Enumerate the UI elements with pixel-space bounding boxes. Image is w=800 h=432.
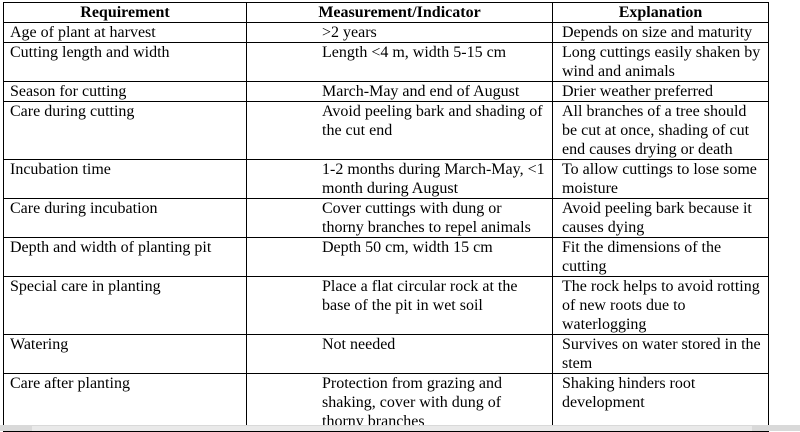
table-row: Care after planting Protection from grazi…: [3, 373, 769, 432]
header-explanation: Explanation: [552, 2, 769, 23]
cell-measurement: March-May and end of August: [246, 81, 553, 102]
table-row: Care during incubation Cover cuttings wit…: [3, 198, 769, 238]
cell-explanation: Survives on water stored in the stem: [552, 334, 769, 374]
cell-requirement: Special care in planting: [3, 276, 247, 335]
cell-requirement: Depth and width of planting pit: [3, 237, 247, 277]
cell-requirement: Watering: [3, 334, 247, 374]
cell-explanation: Fit the dimensions of the cutting: [552, 237, 769, 277]
table-row: Age of plant at harvest >2 years Depends o…: [3, 22, 769, 43]
header-requirement: Requirement: [3, 2, 247, 23]
cell-explanation: Avoid peeling bark because it causes dyi…: [552, 198, 769, 238]
table-row: Cutting length and width Length <4 m, wid…: [3, 42, 769, 82]
requirements-table: Requirement Measurement/Indicator Explan…: [3, 2, 769, 432]
header-measurement: Measurement/Indicator: [246, 2, 553, 23]
cell-measurement: Not needed: [246, 334, 553, 374]
cell-requirement: Season for cutting: [3, 81, 247, 102]
cell-requirement: Age of plant at harvest: [3, 22, 247, 43]
cell-explanation: Long cuttings easily shaken by wind and …: [552, 42, 769, 82]
cell-explanation: The rock helps to avoid rotting of new r…: [552, 276, 769, 335]
table-row: Care during cutting Avoid peeling bark an…: [3, 101, 769, 160]
cell-measurement: Protection from grazing and shaking, cov…: [246, 373, 553, 432]
cell-requirement: Incubation time: [3, 159, 247, 199]
cell-requirement: Care during cutting: [3, 101, 247, 160]
cell-requirement: Cutting length and width: [3, 42, 247, 82]
cell-measurement: Avoid peeling bark and shading of the cu…: [246, 101, 553, 160]
cell-explanation: To allow cuttings to lose some moisture: [552, 159, 769, 199]
table-row: Depth and width of planting pit Depth 50 …: [3, 237, 769, 277]
cell-requirement: Care during incubation: [3, 198, 247, 238]
cell-measurement: Depth 50 cm, width 15 cm: [246, 237, 553, 277]
cell-explanation: Depends on size and maturity: [552, 22, 769, 43]
cell-requirement: Care after planting: [3, 373, 247, 432]
header-row: Requirement Measurement/Indicator Explan…: [3, 2, 769, 23]
cell-measurement: >2 years: [246, 22, 553, 43]
horizontal-scrollbar-thumb[interactable]: [32, 426, 752, 431]
table-row: Special care in planting Place a flat cir…: [3, 276, 769, 335]
table-row: Incubation time 1-2 months during March-M…: [3, 159, 769, 199]
table-row: Season for cutting March-May and end of A…: [3, 81, 769, 102]
cell-explanation: All branches of a tree should be cut at …: [552, 101, 769, 160]
cell-measurement: Place a flat circular rock at the base o…: [246, 276, 553, 335]
cell-measurement: Cover cuttings with dung or thorny branc…: [246, 198, 553, 238]
cell-measurement: 1-2 months during March-May, <1 month du…: [246, 159, 553, 199]
table-row: Watering Not needed Survives on water stor…: [3, 334, 769, 374]
cell-explanation: Drier weather preferred: [552, 81, 769, 102]
cell-explanation: Shaking hinders root development: [552, 373, 769, 432]
cell-measurement: Length <4 m, width 5-15 cm: [246, 42, 553, 82]
